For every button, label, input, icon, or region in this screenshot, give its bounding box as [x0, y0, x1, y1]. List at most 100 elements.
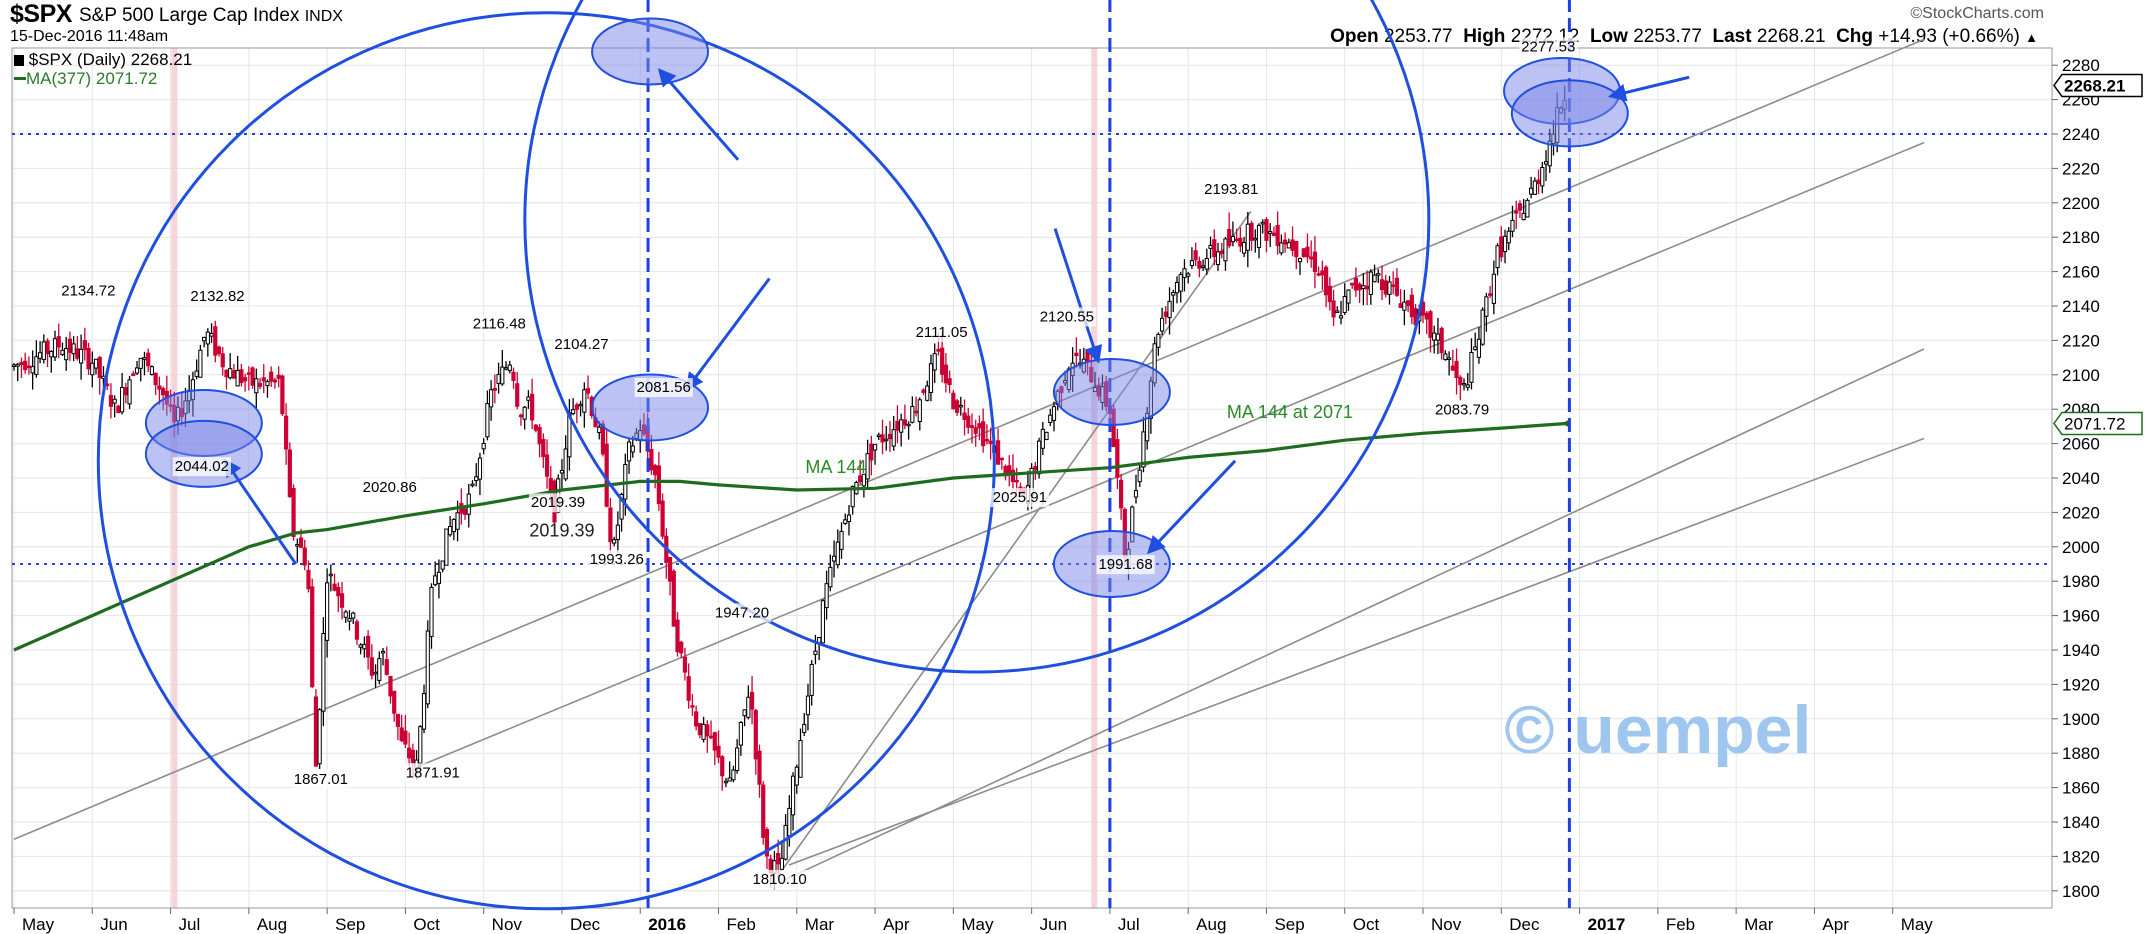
chart-annotation: MA 144: [805, 457, 866, 477]
x-tick-label: 2016: [648, 915, 686, 934]
candle-body: [455, 512, 460, 530]
trendline: [13, 38, 1925, 840]
price-label: 2044.02: [175, 458, 229, 475]
candle-body: [202, 336, 207, 342]
candle-body: [597, 426, 602, 433]
candle-body: [1480, 309, 1485, 345]
annotation-arrow: [1146, 459, 1237, 555]
candle-body: [932, 353, 937, 371]
open-value: 2253.77: [1383, 26, 1453, 47]
candle-body: [1432, 332, 1437, 341]
candle-body: [477, 457, 483, 480]
annotation-arrow: [1607, 75, 1690, 102]
x-tick-label: May: [22, 915, 55, 934]
candle-body: [298, 537, 304, 548]
price-label: 2081.56: [637, 379, 691, 396]
candle-body: [1372, 274, 1377, 283]
x-tick-label: Jul: [1118, 915, 1140, 934]
candle-body: [254, 378, 259, 394]
candle-body: [384, 659, 389, 675]
candle-body: [585, 388, 591, 394]
candle-body: [515, 383, 520, 407]
price-label: 2025.91: [993, 489, 1047, 506]
candle-body: [1458, 376, 1463, 386]
candle-body: [973, 427, 978, 434]
brand-label[interactable]: ©StockCharts.com: [1910, 5, 2044, 22]
candle-body: [295, 544, 300, 547]
candle-body: [257, 382, 263, 387]
candle-body: [1450, 365, 1455, 371]
candle-body: [906, 423, 911, 427]
price-label: 1991.68: [1098, 556, 1152, 573]
candle-body: [1484, 296, 1489, 317]
right-price-labels: 2268.21 2071.72: [2053, 73, 2143, 436]
candle-body: [1014, 479, 1019, 483]
price-label-bg: [1096, 555, 1155, 575]
data-labels: 2134.72 2132.82 2044.02 2020.86 1867.01 1871.…: [59, 37, 1578, 889]
candle-body: [887, 433, 893, 440]
candle-body: [86, 347, 91, 370]
candle-body: [653, 465, 658, 476]
y-axis: 1800 1820 1840 1860 1880 1900 1920 1940 1960 1980…: [2052, 56, 2100, 901]
candle-body: [947, 378, 952, 385]
candle-body: [1543, 161, 1549, 165]
candle-body: [1241, 241, 1247, 254]
x-tick-label: Mar: [1744, 915, 1774, 934]
candle-body: [1156, 333, 1161, 348]
candle-body: [380, 650, 386, 654]
candle-body: [366, 635, 371, 658]
candle-body: [1391, 284, 1396, 287]
chart-annotations: 2019.39 MA 144 MA 144 at 2071: [529, 402, 1353, 541]
candle-body: [1379, 279, 1385, 290]
candle-body: [19, 361, 24, 365]
candle-body: [757, 750, 762, 785]
candle-body: [265, 381, 270, 387]
candle-body: [1301, 248, 1306, 258]
price-label: 2134.72: [61, 283, 115, 300]
candle-body: [224, 369, 229, 378]
chg-up-icon: ▲: [2025, 30, 2038, 45]
candle-body: [127, 379, 132, 405]
candle-body: [1115, 439, 1120, 478]
y-tick-label: 1820: [2062, 847, 2100, 866]
candle-body: [1529, 187, 1534, 195]
candle-body: [216, 346, 222, 355]
x-tick-label: Jun: [100, 915, 127, 934]
candle-body: [198, 349, 203, 378]
candle-body: [958, 404, 963, 408]
candle-body: [235, 369, 240, 387]
candle-body: [37, 352, 43, 359]
candle-body: [52, 338, 58, 358]
candle-body: [131, 373, 136, 377]
candle-body: [995, 440, 1001, 465]
x-tick-label: Nov: [1431, 915, 1462, 934]
candle-body: [1141, 431, 1146, 468]
candle-body: [71, 343, 76, 355]
candle-body: [981, 421, 986, 447]
candle-body: [492, 387, 497, 391]
candle-body: [548, 477, 553, 492]
candle-body: [1465, 384, 1470, 388]
candle-body: [876, 434, 881, 438]
price-label: 1993.26: [590, 551, 644, 568]
y-tick-label: 2200: [2062, 194, 2100, 213]
candle-body: [1312, 251, 1318, 273]
candle-body: [313, 696, 319, 767]
candle-body: [723, 780, 729, 784]
y-tick-label: 2280: [2062, 56, 2100, 75]
price-label: 2020.86: [363, 479, 417, 496]
candle-body: [213, 326, 218, 356]
trendline: [779, 348, 1925, 883]
candle-body: [306, 569, 311, 590]
chg-label: Chg: [1836, 26, 1874, 47]
candle-body: [858, 475, 863, 483]
x-tick-label: Aug: [1196, 915, 1226, 934]
candle-body: [354, 621, 360, 640]
candle-body: [1488, 293, 1493, 296]
candle-body: [276, 374, 281, 379]
candle-body: [26, 365, 32, 369]
candle-body: [149, 366, 155, 375]
candle-body: [1204, 258, 1209, 270]
candle-body: [429, 586, 434, 637]
